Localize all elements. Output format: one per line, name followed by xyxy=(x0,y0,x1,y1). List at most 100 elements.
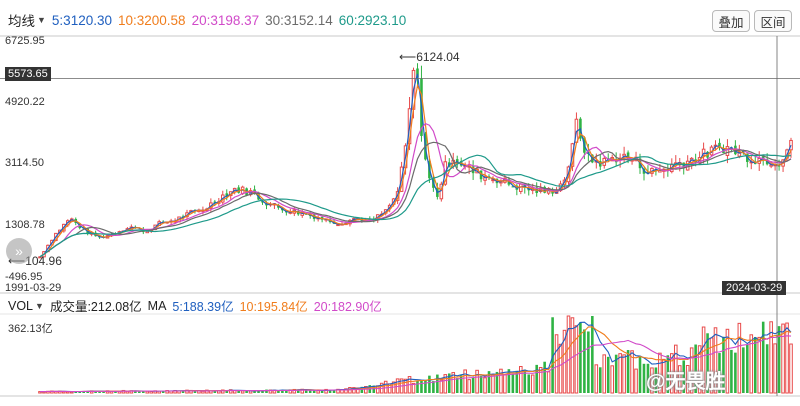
volume-bar-down xyxy=(718,353,721,393)
volume-bar-down xyxy=(193,390,197,393)
volume-bar-down xyxy=(487,371,491,393)
volume-bar-down xyxy=(328,389,332,393)
volume-bar-up xyxy=(499,368,503,394)
volume-bar-down xyxy=(424,380,427,393)
candle-down xyxy=(213,201,217,203)
volume-bar-down xyxy=(277,390,280,393)
volume-bar-up xyxy=(697,345,702,394)
volume-bar-down xyxy=(761,321,765,393)
volume-bar-up xyxy=(789,343,793,394)
candle-up xyxy=(38,256,42,259)
volume-bar-up xyxy=(443,374,448,394)
volume-bar-down xyxy=(372,385,376,393)
volume-bar-up xyxy=(316,390,320,394)
volume-bar-down xyxy=(479,375,483,393)
volume-bar-up xyxy=(594,364,599,394)
volume-bar-down xyxy=(420,380,423,393)
volume-bar-down xyxy=(161,390,165,393)
volume-bar-down xyxy=(447,373,451,393)
volume-bar-down xyxy=(428,375,431,393)
ma30-value: 30:3152.14 xyxy=(265,12,333,28)
volume-bar-down xyxy=(471,377,475,393)
volume-bar-up xyxy=(673,344,678,394)
volume-bar-up xyxy=(38,391,42,394)
volume-bar-down xyxy=(296,389,300,393)
volume-bar-up xyxy=(781,323,785,394)
volume-bar-up xyxy=(658,352,662,394)
crosshair-price-label: 5573.65 xyxy=(5,67,51,81)
volume-bar-down xyxy=(459,375,463,393)
arrow-left-icon: ⟵ xyxy=(399,50,417,64)
expand-left-button[interactable]: » xyxy=(6,238,32,264)
volume-bar-up xyxy=(554,334,559,394)
ma20-value: 20:3198.37 xyxy=(191,12,260,28)
volume-bar-up xyxy=(650,367,654,394)
volume-bar-up xyxy=(463,369,467,394)
volume-bar-up xyxy=(634,368,638,394)
volume-bar-down xyxy=(583,329,586,393)
volume-bar-down xyxy=(181,390,185,393)
candle-down xyxy=(511,186,515,188)
volume-bar-up xyxy=(670,353,674,394)
volume-bar-down xyxy=(225,390,229,393)
ma10-value: 10:3200.58 xyxy=(117,12,186,28)
candle-down xyxy=(777,165,781,167)
volume-bar-down xyxy=(654,367,658,393)
volume-bar-down xyxy=(666,355,670,393)
candle-down xyxy=(543,186,546,193)
interval-button[interactable]: 区间 xyxy=(754,10,792,32)
volume-bar-down xyxy=(511,374,515,393)
volume-bar-down xyxy=(285,389,288,393)
volume-bar-up xyxy=(530,374,535,394)
volume-bar-down xyxy=(237,390,240,393)
volume-bar-down xyxy=(587,331,590,393)
candle-down xyxy=(718,142,721,148)
volume-bar-down xyxy=(304,389,308,393)
volume-bar-up xyxy=(149,391,154,394)
overlay-button[interactable]: 叠加 xyxy=(712,10,750,32)
volume-bar-up xyxy=(558,343,563,394)
volume-bar-up xyxy=(618,353,622,394)
volume-bar-down xyxy=(614,354,618,393)
volume-bar-up xyxy=(713,327,718,394)
price-axis-level-1: 4920.22 xyxy=(5,96,45,108)
volume-bar-up xyxy=(662,358,666,394)
candle-down xyxy=(225,193,229,197)
volume-bar-down xyxy=(142,390,145,393)
start-date: 1991-03-29 xyxy=(5,282,62,294)
volume-bar-up xyxy=(725,328,730,394)
volume-bar-down xyxy=(312,390,316,393)
volume-bar-up xyxy=(519,366,523,394)
volume-bar-down xyxy=(281,389,284,393)
ma5-value: 5:3120.30 xyxy=(51,12,112,28)
volume-bar-down xyxy=(722,336,725,393)
volume-bar-up xyxy=(566,315,571,394)
candle-up xyxy=(789,139,793,151)
volume-bar-up xyxy=(538,366,543,394)
volume-bar-up xyxy=(201,390,205,394)
ma-legend: 均线 ▼ 5:3120.30 10:3200.58 20:3198.37 30:… xyxy=(8,9,406,31)
indicator-dropdown[interactable]: 均线 ▼ xyxy=(8,10,46,30)
candle-down xyxy=(265,203,268,206)
volume-bar-down xyxy=(753,336,757,393)
volume-bar-up xyxy=(467,379,471,394)
volume-bar-down xyxy=(86,390,89,393)
volume-bar-up xyxy=(602,354,607,394)
volume-bar-down xyxy=(626,350,630,393)
volume-bar-down xyxy=(742,347,745,393)
volume-bar-down xyxy=(261,390,264,393)
volume-bar-up xyxy=(622,354,626,394)
candle-up xyxy=(701,148,706,157)
volume-bar-up xyxy=(240,390,245,394)
volume-dropdown[interactable]: VOL ▼ xyxy=(8,299,44,313)
volume-legend: VOL ▼ 成交量:212.08亿 MA 5:188.39亿 10:195.84… xyxy=(8,296,382,315)
volume-bar-up xyxy=(701,326,706,394)
volume-bar-down xyxy=(257,390,260,393)
vol-ma20-value: 20:182.90亿 xyxy=(313,300,382,314)
double-chevron-icon: » xyxy=(15,243,23,259)
volume-bar-down xyxy=(706,333,709,393)
volume-bar-up xyxy=(205,389,209,394)
volume-bar-up xyxy=(769,321,773,394)
low-value: 104.96 xyxy=(25,254,62,268)
